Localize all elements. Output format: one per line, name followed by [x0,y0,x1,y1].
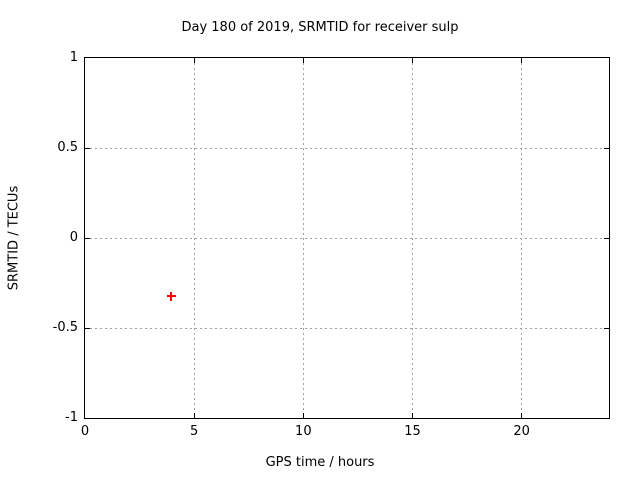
data-point-marker [166,291,176,301]
x-tick-mark [193,58,195,63]
x-tick-mark [193,413,195,418]
y-tick-mark [85,147,90,149]
y-gridline [85,327,609,329]
y-gridline [85,237,609,239]
y-tick-mark [604,147,609,149]
y-gridline [85,147,609,149]
x-axis-label: GPS time / hours [265,455,375,470]
x-tick-mark [412,58,413,63]
x-tick-label: 15 [404,424,421,439]
y-tick-mark [85,237,90,239]
x-tick-label: 10 [295,424,312,439]
y-tick-label: 0.5 [57,140,78,155]
y-tick-mark [604,327,609,329]
x-tick-mark [521,413,523,418]
y-tick-label: 1 [69,50,78,65]
x-tick-mark [302,58,304,63]
y-tick-label: -1 [65,410,78,425]
x-tick-label: 0 [80,424,90,439]
x-tick-label: 20 [513,424,530,439]
y-tick-label: 0 [69,230,78,245]
x-tick-label: 5 [190,424,199,439]
plot-area [84,57,610,419]
x-tick-mark [521,58,523,63]
y-tick-mark [85,327,90,329]
marker-vertical-stroke [170,291,173,301]
x-tick-mark [412,413,413,418]
y-tick-mark [604,237,609,239]
chart-title: Day 180 of 2019, SRMTID for receiver sul… [181,20,459,35]
y-tick-label: -0.5 [52,320,78,335]
x-tick-mark [302,413,304,418]
